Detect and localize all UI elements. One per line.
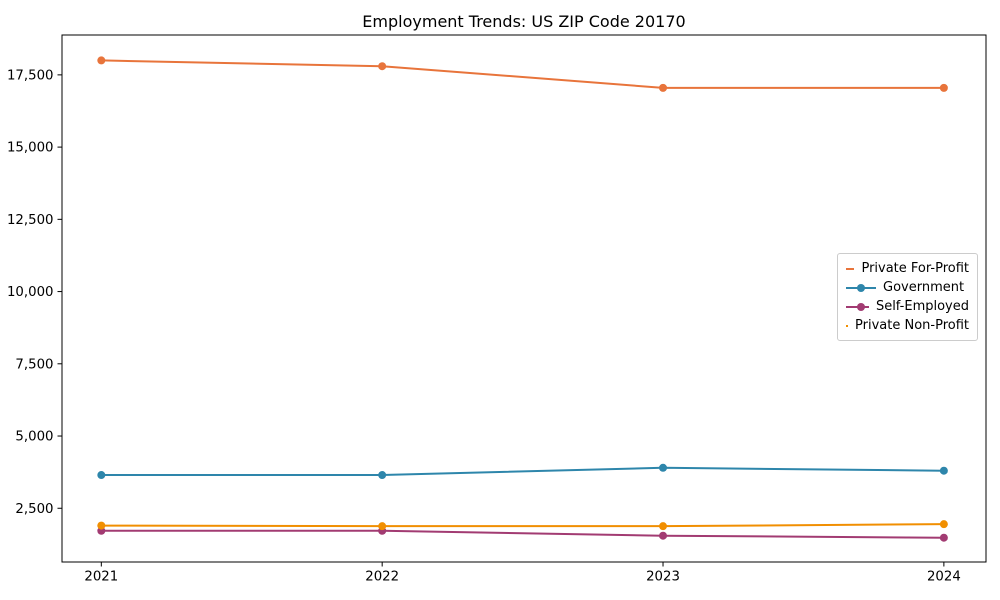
series-line-government — [101, 466, 944, 477]
data-point-self-employed — [659, 531, 668, 540]
legend-item-label: Private For-Profit — [861, 261, 969, 276]
y-tick-label: 2,500 — [15, 502, 53, 517]
legend-marker-icon — [846, 302, 869, 311]
data-point-government — [378, 471, 387, 480]
x-tick-label: 2023 — [646, 570, 680, 585]
data-point-government — [659, 463, 668, 472]
data-point-private-for-profit — [97, 56, 106, 65]
data-point-private-non-profit — [97, 521, 106, 530]
data-point-private-non-profit — [659, 522, 668, 531]
data-point-private-non-profit — [378, 522, 387, 531]
legend-item-private-for-profit: Private For-Profit — [846, 259, 969, 278]
legend-item-label: Self-Employed — [875, 299, 969, 314]
series-line-self-employed — [101, 529, 944, 539]
legend-dot-icon — [857, 302, 865, 311]
y-tick-label: 10,000 — [7, 285, 54, 300]
legend-marker-icon — [846, 324, 849, 327]
legend-item-government: Government — [846, 278, 969, 297]
data-point-government — [939, 466, 948, 475]
y-tick-label: 15,000 — [7, 141, 54, 156]
y-tick-label: 7,500 — [15, 357, 53, 372]
x-tick-label: 2024 — [927, 570, 961, 585]
data-point-private-non-profit — [939, 520, 948, 529]
data-point-self-employed — [939, 533, 948, 542]
series-line-private-non-profit — [101, 523, 944, 528]
chart-title: Employment Trends: US ZIP Code 20170 — [362, 12, 686, 31]
legend: Private For-Profit Government Self-Employe… — [837, 253, 978, 341]
legend-dot-icon — [857, 283, 865, 292]
y-tick-label: 12,500 — [7, 213, 54, 228]
legend-item-label: Private Non-Profit — [855, 318, 969, 333]
data-point-private-for-profit — [378, 62, 387, 71]
data-point-private-for-profit — [939, 83, 948, 92]
legend-item-private-non-profit: Private Non-Profit — [846, 316, 969, 335]
legend-marker-icon — [846, 283, 876, 292]
axes-frame — [61, 34, 987, 563]
legend-item-self-employed: Self-Employed — [846, 297, 969, 316]
data-point-private-for-profit — [659, 83, 668, 92]
legend-marker-icon — [846, 267, 855, 270]
x-tick-label: 2022 — [365, 570, 399, 585]
legend-item-label: Government — [883, 280, 965, 295]
y-tick-label: 17,500 — [7, 68, 54, 83]
series-line-private-for-profit — [101, 59, 944, 89]
x-tick-label: 2021 — [84, 570, 118, 585]
data-point-government — [97, 471, 106, 480]
y-tick-label: 5,000 — [15, 430, 53, 445]
